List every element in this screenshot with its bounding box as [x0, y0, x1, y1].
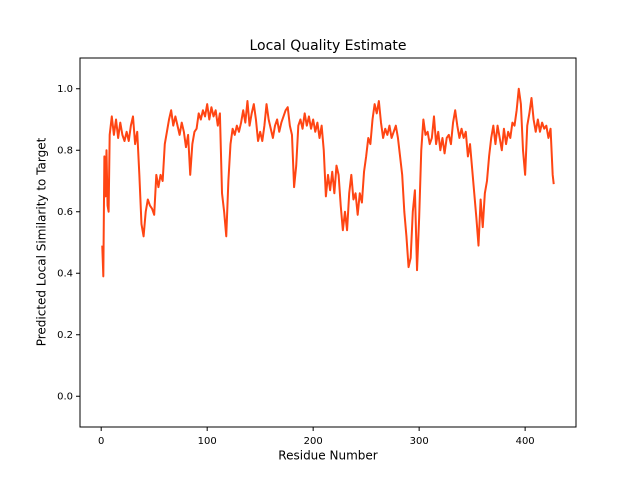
y-tick-label: 1.0 [57, 84, 73, 95]
y-tick-label: 0.6 [57, 207, 73, 218]
plot-frame [79, 57, 577, 428]
x-tick-label: 300 [410, 436, 429, 447]
data-line [101, 87, 555, 278]
x-axis-label: Residue Number [278, 449, 377, 463]
chart-title: Local Quality Estimate [249, 38, 406, 54]
y-tick-label: 0.8 [57, 145, 73, 156]
y-tick-label: 0.4 [57, 268, 73, 279]
x-tick-label: 200 [304, 436, 323, 447]
y-tick-label: 0.2 [57, 330, 73, 341]
y-axis-label: Predicted Local Similarity to Target [35, 137, 49, 346]
x-tick-label: 400 [516, 436, 535, 447]
x-tick-label: 100 [198, 436, 217, 447]
x-tick-label: 0 [98, 436, 104, 447]
y-tick-label: 0.0 [57, 391, 73, 402]
